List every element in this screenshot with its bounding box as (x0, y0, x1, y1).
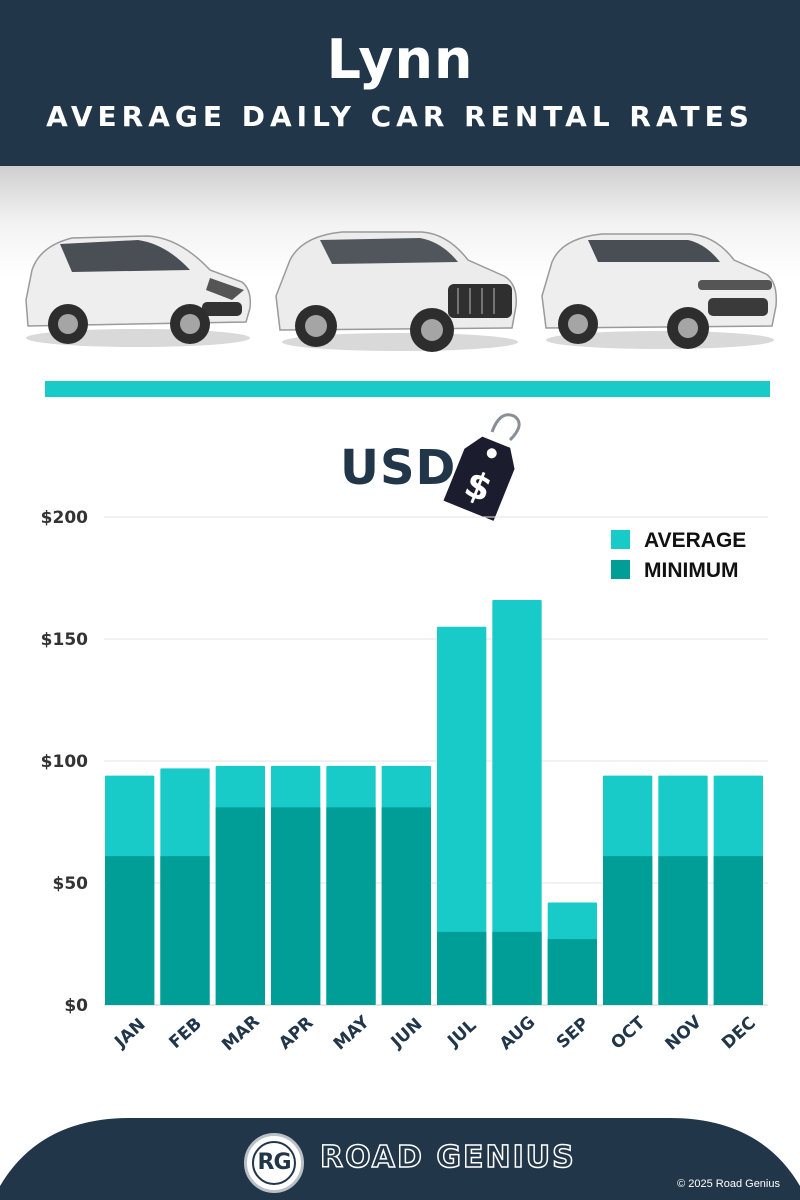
bar-minimum-dec (713, 856, 763, 1005)
x-tick-label-jul: JUL (443, 1015, 480, 1051)
hatchback-car-icon (25, 235, 252, 347)
x-tick-label-sep: SEP (553, 1014, 593, 1053)
crossover-car-icon (541, 233, 778, 349)
bar-minimum-sep (547, 939, 597, 1005)
x-tick-label-dec: DEC (718, 1013, 760, 1053)
y-tick-label: $150 (41, 630, 88, 650)
grid-lines (104, 516, 768, 1006)
bar-minimum-apr (271, 807, 321, 1005)
chart-subtitle: AVERAGE DAILY CAR RENTAL RATES (46, 100, 754, 133)
x-tick-label-aug: AUG (496, 1012, 539, 1054)
footer-background (0, 1118, 800, 1200)
chart-legend: AVERAGE MINIMUM (611, 529, 746, 582)
bars (105, 599, 763, 1005)
x-tick-label-nov: NOV (662, 1011, 707, 1054)
footer (0, 1116, 800, 1200)
legend-swatch-average (611, 530, 630, 549)
header-banner: Lynn AVERAGE DAILY CAR RENTAL RATES (0, 0, 800, 166)
legend-label-minimum: MINIMUM (644, 559, 738, 582)
bar-average-aug (492, 599, 542, 1005)
copyright-text: © 2025 Road Genius (677, 1178, 780, 1190)
brand-logo-text: RG (252, 1141, 296, 1185)
bar-minimum-nov (658, 856, 708, 1005)
bar-minimum-jul (437, 931, 487, 1005)
legend-label-average: AVERAGE (644, 529, 746, 552)
cars-illustration (0, 166, 800, 366)
y-tick-label: $200 (41, 508, 88, 528)
x-axis-labels: JAN FEB MAR APR MAY JUN JUL AUG SEP OCT NOV DEC (110, 1011, 760, 1055)
x-tick-label-apr: APR (275, 1013, 317, 1054)
suv-car-icon (275, 231, 518, 352)
rental-rates-bar-chart: $0 $50 $100 $150 $200 JAN FEB MAR APR MAY JUN JUL A… (41, 508, 768, 1055)
divider-bar (45, 381, 770, 397)
bar-minimum-mar (215, 807, 265, 1005)
x-tick-label-feb: FEB (166, 1014, 206, 1053)
bar-minimum-oct (603, 856, 653, 1005)
bar-minimum-jun (381, 807, 431, 1005)
brand-name: ROAD GENIUS (319, 1139, 576, 1176)
city-title: Lynn (326, 28, 474, 91)
x-tick-label-may: MAY (330, 1012, 374, 1055)
x-tick-label-jun: JUN (387, 1014, 427, 1053)
y-tick-label: $0 (64, 996, 88, 1016)
bar-minimum-feb (160, 856, 210, 1005)
y-tick-label: $100 (41, 752, 88, 772)
currency-label: USD (340, 440, 457, 496)
x-tick-label-mar: MAR (218, 1011, 263, 1055)
bar-average-jul (437, 626, 487, 1005)
brand-logo: RG (244, 1133, 304, 1193)
bar-minimum-jan (105, 856, 155, 1005)
y-tick-label: $50 (53, 874, 89, 894)
legend-swatch-minimum (611, 560, 630, 579)
bar-minimum-may (326, 807, 376, 1005)
x-tick-label-oct: OCT (607, 1013, 649, 1054)
bar-minimum-aug (492, 931, 542, 1005)
price-tag-icon: $ (443, 413, 521, 521)
y-axis-ticks: $0 $50 $100 $150 $200 (41, 508, 88, 1016)
x-tick-label-jan: JAN (110, 1015, 149, 1053)
